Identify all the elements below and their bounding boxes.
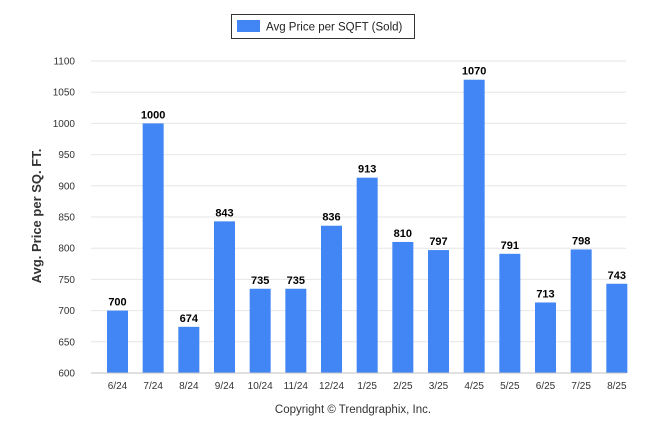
data-label: 810: [394, 228, 412, 240]
bar[interactable]: [214, 221, 235, 373]
y-tick-label: 700: [58, 306, 75, 317]
x-tick-label: 6/25: [536, 381, 556, 392]
data-label: 735: [251, 275, 269, 287]
bar[interactable]: [285, 288, 307, 373]
y-tick-label: 600: [58, 369, 75, 380]
y-tick-label: 750: [58, 275, 75, 286]
bar[interactable]: [463, 79, 485, 373]
legend[interactable]: Avg Price per SQFT (Sold): [231, 14, 415, 39]
bar[interactable]: [107, 310, 128, 373]
y-tick-label: 1000: [53, 119, 76, 130]
x-tick-label: 8/25: [607, 381, 627, 392]
legend-swatch: [237, 20, 260, 32]
x-tick-label: 7/24: [143, 381, 163, 392]
y-tick-label: 900: [58, 181, 75, 192]
y-axis-label: Avg. Price per SQ. FT.: [29, 149, 44, 284]
bar[interactable]: [392, 241, 414, 373]
bar[interactable]: [606, 283, 628, 373]
x-tick-label: 9/24: [215, 381, 235, 392]
data-label-layer: 700 1000 674 843 735 735 836 913 810 797 1070 791 71…: [108, 66, 626, 325]
x-tick-label: 8/24: [179, 381, 199, 392]
x-tick-label: 7/25: [571, 381, 591, 392]
copyright-credit: Copyright © Trendgraphix, Inc.: [275, 404, 431, 416]
x-tick-label: 4/25: [464, 381, 484, 392]
data-label: 713: [536, 288, 554, 300]
y-tick-label: 1050: [53, 88, 76, 99]
x-tick-label: 1/25: [357, 381, 377, 392]
y-tick-layer: 600 650 700 750 800 850 900 950 1000 1050 1100: [53, 57, 76, 380]
data-label: 1000: [141, 109, 165, 121]
y-tick-label: 950: [58, 150, 75, 161]
x-tick-label: 2/25: [393, 381, 413, 392]
data-label: 836: [322, 212, 340, 224]
data-label: 1070: [462, 66, 486, 78]
bar[interactable]: [499, 253, 521, 373]
x-tick-layer: 6/24 7/24 8/24 9/24 10/24 11/24 12/24 1/25 2/25 3…: [108, 381, 627, 392]
bar-layer: [107, 79, 628, 374]
data-label: 843: [215, 207, 233, 219]
legend-box: [231, 14, 415, 39]
bar[interactable]: [249, 288, 271, 373]
y-tick-label: 850: [58, 213, 75, 224]
x-tick-label: 6/24: [108, 381, 128, 392]
data-label: 743: [608, 270, 626, 282]
bar[interactable]: [142, 123, 164, 374]
x-tick-label: 11/24: [284, 381, 309, 392]
bar[interactable]: [570, 249, 592, 373]
data-label: 700: [108, 297, 126, 309]
bar[interactable]: [535, 302, 556, 373]
y-tick-label: 800: [58, 244, 75, 255]
x-tick-label: 3/25: [429, 381, 449, 392]
data-label: 674: [180, 313, 199, 325]
data-label: 791: [501, 240, 519, 252]
x-tick-label: 5/25: [500, 381, 520, 392]
y-tick-label: 1100: [53, 57, 75, 68]
x-tick-label: 10/24: [248, 381, 273, 392]
legend-label: Avg Price per SQFT (Sold): [266, 22, 403, 34]
bar[interactable]: [178, 326, 200, 373]
data-label: 797: [429, 236, 447, 248]
x-tick-label: 12/24: [319, 381, 344, 392]
y-tick-label: 650: [58, 337, 75, 348]
data-label: 798: [572, 235, 590, 247]
data-label: 735: [287, 275, 305, 287]
data-label: 913: [358, 164, 376, 176]
bar[interactable]: [321, 225, 342, 373]
bar[interactable]: [356, 177, 378, 373]
bar[interactable]: [428, 250, 449, 373]
